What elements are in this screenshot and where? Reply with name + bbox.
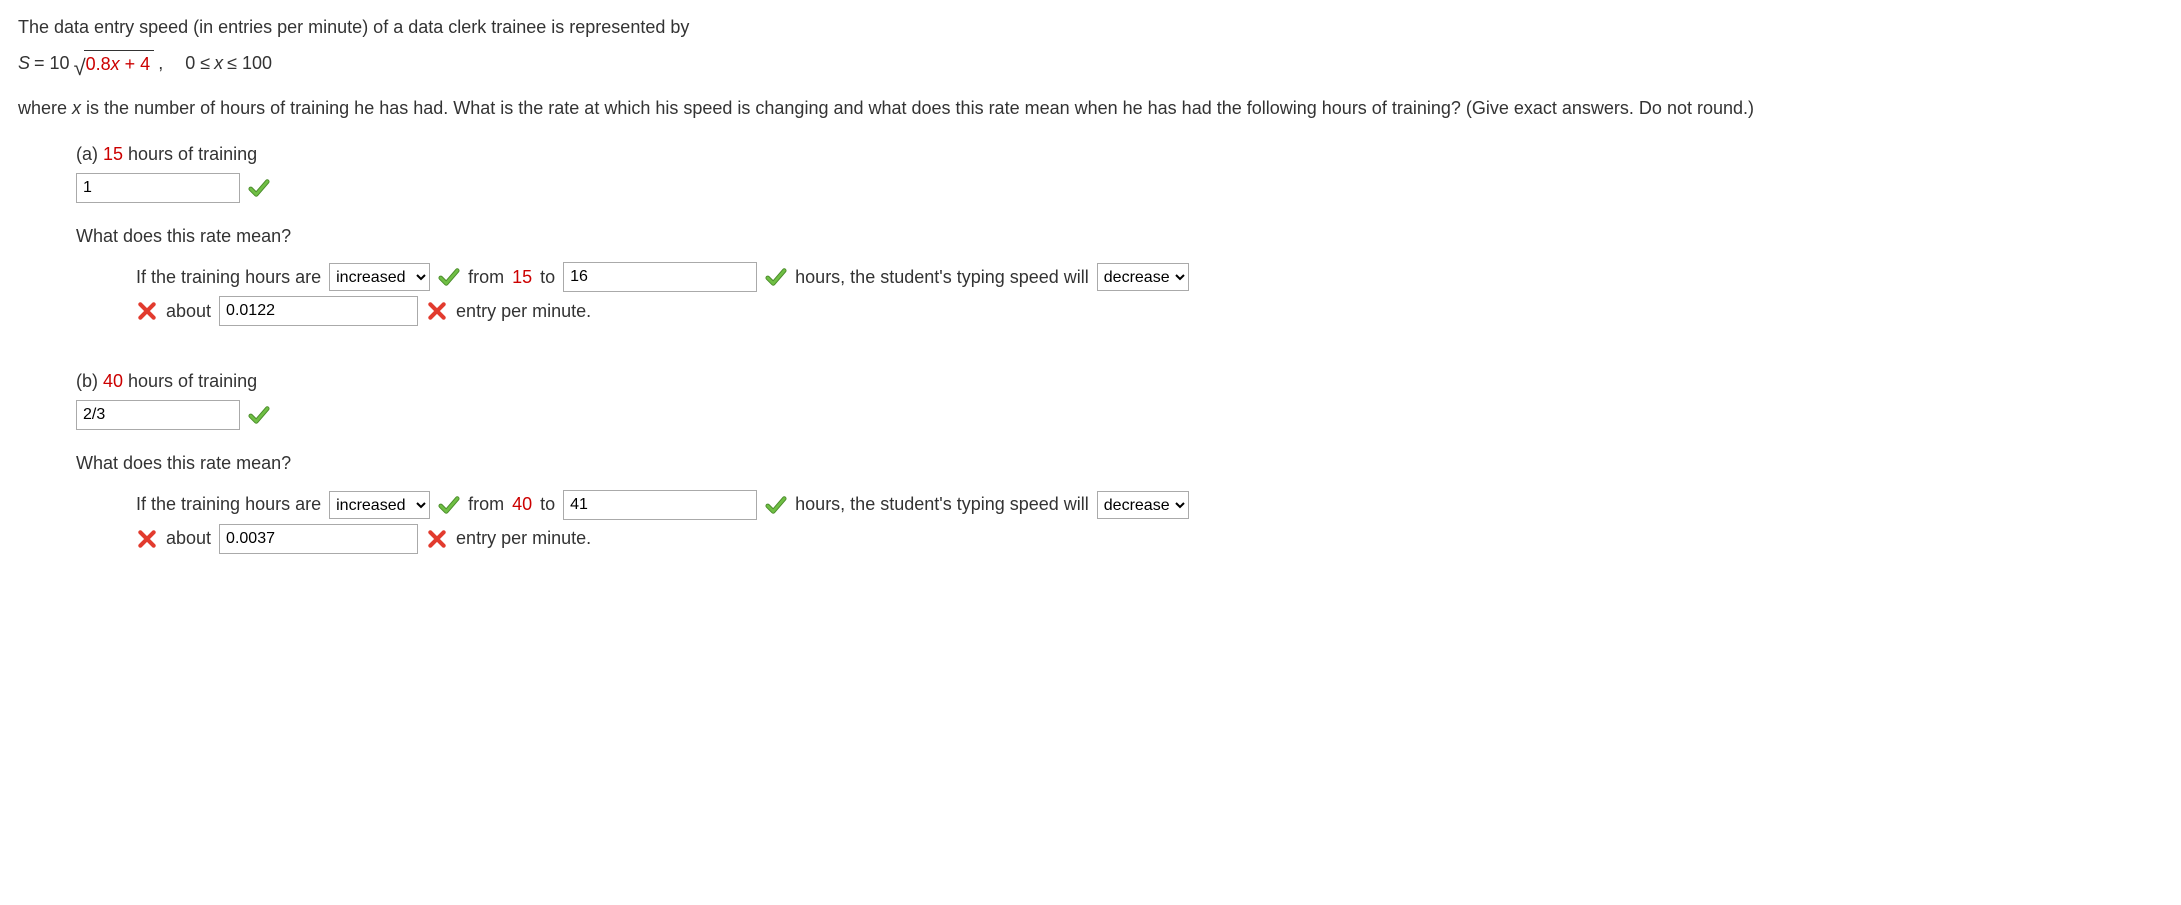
cross-icon: [426, 528, 448, 550]
part-b: (b) 40 hours of training What does this …: [76, 368, 2163, 554]
part-a-s2-unit: entry per minute.: [456, 298, 591, 326]
context-pre: where: [18, 98, 72, 118]
check-icon: [438, 494, 460, 516]
part-a-to-input[interactable]: [563, 262, 757, 292]
context-text: where x is the number of hours of traini…: [18, 95, 2163, 123]
part-b-change-select[interactable]: increaseddecreased: [329, 491, 430, 519]
domain-var: x: [214, 50, 223, 78]
part-b-direction-select[interactable]: increasedecrease: [1097, 491, 1189, 519]
check-icon: [248, 404, 270, 426]
part-b-amount-input[interactable]: [219, 524, 418, 554]
check-icon: [248, 177, 270, 199]
part-a-s1-from-num: 15: [512, 264, 532, 292]
part-b-s1-hours: hours, the student's typing speed will: [795, 491, 1089, 519]
part-b-s2-about: about: [166, 525, 211, 553]
part-b-s1-from: from: [468, 491, 504, 519]
part-a-label-num: 15: [103, 144, 123, 164]
part-a-s1-from: from: [468, 264, 504, 292]
equation-eq: = 10: [34, 50, 70, 78]
part-a-change-select[interactable]: increaseddecreased: [329, 263, 430, 291]
sqrt-var: x: [111, 54, 120, 74]
check-icon: [765, 494, 787, 516]
part-b-s1-pre: If the training hours are: [136, 491, 321, 519]
sqrt-body: 0.8x + 4: [84, 50, 155, 79]
part-b-s1-to: to: [540, 491, 555, 519]
cross-icon: [136, 528, 158, 550]
domain-post: ≤ 100: [227, 50, 272, 78]
part-a-s1-to: to: [540, 264, 555, 292]
check-icon: [438, 266, 460, 288]
part-a-sentence-1: If the training hours are increaseddecre…: [136, 262, 2163, 292]
part-b-label-num: 40: [103, 371, 123, 391]
part-b-interpret-prompt: What does this rate mean?: [76, 450, 2163, 478]
part-b-sentence-1: If the training hours are increaseddecre…: [136, 490, 2163, 520]
part-b-answer-row: [76, 400, 2163, 430]
check-icon: [765, 266, 787, 288]
part-a-sentence-2: about entry per minute.: [136, 296, 2163, 326]
part-b-label-post: hours of training: [123, 371, 257, 391]
part-b-s1-from-num: 40: [512, 491, 532, 519]
part-b-label: (b) 40 hours of training: [76, 368, 2163, 396]
part-a-s1-hours: hours, the student's typing speed will: [795, 264, 1089, 292]
domain-pre: 0 ≤: [185, 50, 210, 78]
equation-lhs: S: [18, 50, 30, 78]
part-a-label-part: (a): [76, 144, 103, 164]
equation: S = 10 √ 0.8x + 4 , 0 ≤ x ≤ 100: [18, 50, 2163, 79]
intro-text: The data entry speed (in entries per min…: [18, 14, 2163, 42]
sqrt-coef: 0.8: [86, 54, 111, 74]
part-a: (a) 15 hours of training What does this …: [76, 141, 2163, 327]
part-a-amount-input[interactable]: [219, 296, 418, 326]
context-var: x: [72, 98, 81, 118]
cross-icon: [426, 300, 448, 322]
part-a-label: (a) 15 hours of training: [76, 141, 2163, 169]
sqrt: √ 0.8x + 4: [74, 50, 155, 79]
equation-comma: ,: [158, 50, 163, 78]
part-b-s2-unit: entry per minute.: [456, 525, 591, 553]
part-b-label-part: (b): [76, 371, 103, 391]
part-a-s2-about: about: [166, 298, 211, 326]
part-a-answer-input[interactable]: [76, 173, 240, 203]
part-b-answer-input[interactable]: [76, 400, 240, 430]
part-a-label-post: hours of training: [123, 144, 257, 164]
part-a-direction-select[interactable]: increasedecrease: [1097, 263, 1189, 291]
context-post: is the number of hours of training he ha…: [81, 98, 1754, 118]
cross-icon: [136, 300, 158, 322]
part-a-answer-row: [76, 173, 2163, 203]
part-b-sentence-2: about entry per minute.: [136, 524, 2163, 554]
part-a-s1-pre: If the training hours are: [136, 264, 321, 292]
sqrt-post: + 4: [120, 54, 151, 74]
part-a-interpret-prompt: What does this rate mean?: [76, 223, 2163, 251]
part-b-to-input[interactable]: [563, 490, 757, 520]
